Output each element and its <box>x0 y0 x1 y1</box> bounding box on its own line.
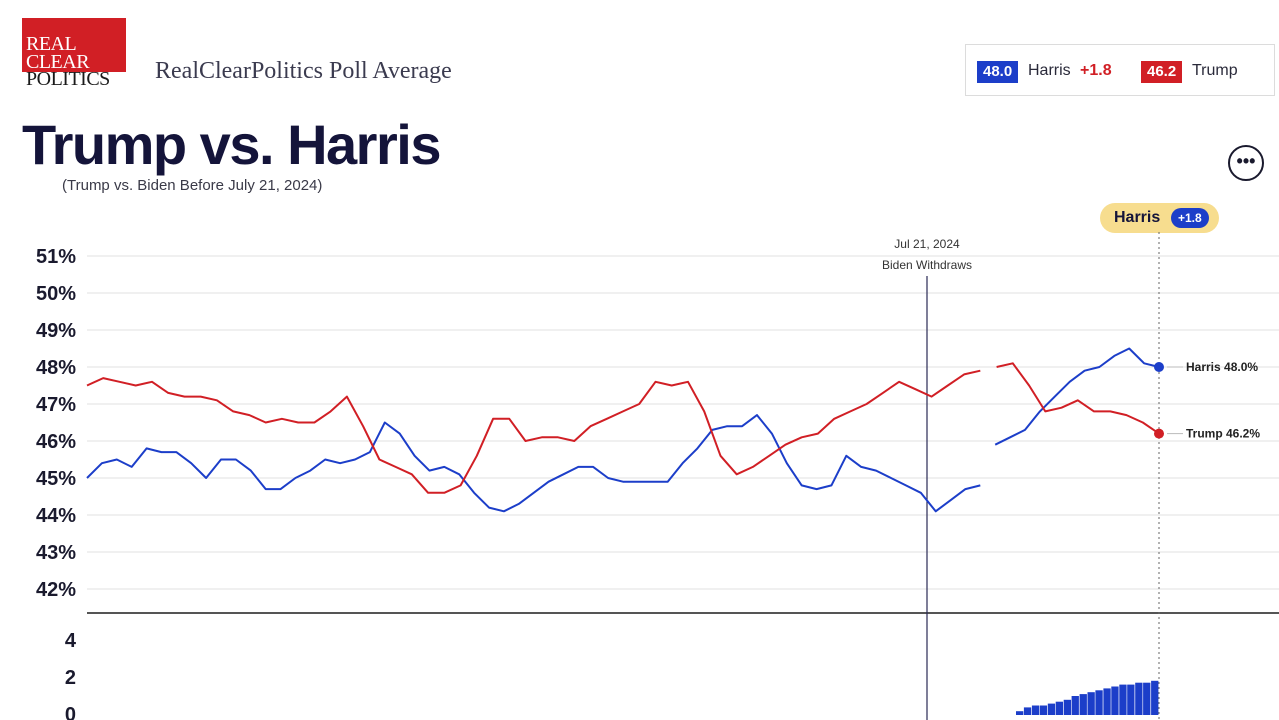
trump-legend-name: Trump <box>1192 62 1238 79</box>
spread-bar <box>1103 688 1111 715</box>
spread-bar <box>1039 705 1048 715</box>
y-tick-label: 45% <box>36 468 76 490</box>
end-point-harris <box>1154 362 1164 372</box>
legend-spread: +1.8 <box>1080 62 1112 79</box>
logo-line-2: CLEAR <box>26 51 90 73</box>
y-tick-label: 44% <box>36 505 76 527</box>
spread-bar <box>1135 682 1143 715</box>
spread-bar <box>1023 707 1032 715</box>
more-options-button[interactable]: ••• <box>1228 145 1264 181</box>
spread-bar <box>1055 701 1063 715</box>
y-tick-label: 42% <box>36 579 76 601</box>
spread-bar <box>1151 680 1159 715</box>
page-title: Trump vs. Harris <box>22 113 441 176</box>
y-tick-label: 51% <box>36 246 76 268</box>
spread-bar <box>1111 686 1119 715</box>
y-tick-label: 49% <box>36 320 76 342</box>
spread-bar <box>1047 703 1056 715</box>
spread-tick-label: 2 <box>65 667 76 689</box>
spread-tick-label: 0 <box>65 704 76 720</box>
y-tick-label: 50% <box>36 283 76 305</box>
end-label-trump: Trump 46.2% <box>1186 427 1260 441</box>
spread-bar <box>1079 694 1087 715</box>
spread-tick-label: 4 <box>65 630 77 652</box>
event-date-label: Jul 21, 2024 <box>894 237 960 251</box>
leader-badge: Harris +1.8 <box>1100 203 1219 233</box>
page-subtitle: (Trump vs. Biden Before July 21, 2024) <box>62 177 323 194</box>
spread-bar <box>1071 696 1079 715</box>
rcp-logo[interactable]: REAL CLEAR POLITICS <box>22 18 126 88</box>
series-line-harris <box>86 414 981 513</box>
series-line-harris <box>994 347 1160 446</box>
leader-spread: +1.8 <box>1171 208 1209 228</box>
harris-value-chip: 48.0 <box>977 61 1019 83</box>
spread-bar <box>1016 711 1024 715</box>
spread-bar <box>1119 684 1127 715</box>
legend-box: 48.0 Harris +1.8 46.2 Trump <box>965 44 1275 96</box>
spread-bar <box>1127 684 1135 715</box>
y-tick-label: 46% <box>36 431 76 453</box>
logo-line-1: REAL <box>26 33 77 55</box>
spread-bar <box>1063 699 1071 715</box>
site-subtitle: RealClearPolitics Poll Average <box>155 58 452 84</box>
logo-line-3: POLITICS <box>26 68 110 88</box>
spread-bar <box>1087 692 1095 715</box>
end-label-harris: Harris 48.0% <box>1186 360 1258 374</box>
y-tick-label: 43% <box>36 542 76 564</box>
series-line-trump <box>996 362 1160 435</box>
spread-bar <box>1095 690 1103 715</box>
event-label: Biden Withdraws <box>881 258 973 272</box>
series-line-trump <box>86 369 981 494</box>
spread-bar <box>1143 682 1151 715</box>
y-tick-label: 48% <box>36 357 76 379</box>
trump-value-chip: 46.2 <box>1141 61 1183 83</box>
y-tick-label: 47% <box>36 394 76 416</box>
leader-name: Harris <box>1114 209 1161 226</box>
end-point-trump <box>1154 428 1164 439</box>
logo-white-band <box>22 72 126 88</box>
spread-bar <box>1031 705 1040 715</box>
harris-legend-name: Harris <box>1028 62 1071 79</box>
